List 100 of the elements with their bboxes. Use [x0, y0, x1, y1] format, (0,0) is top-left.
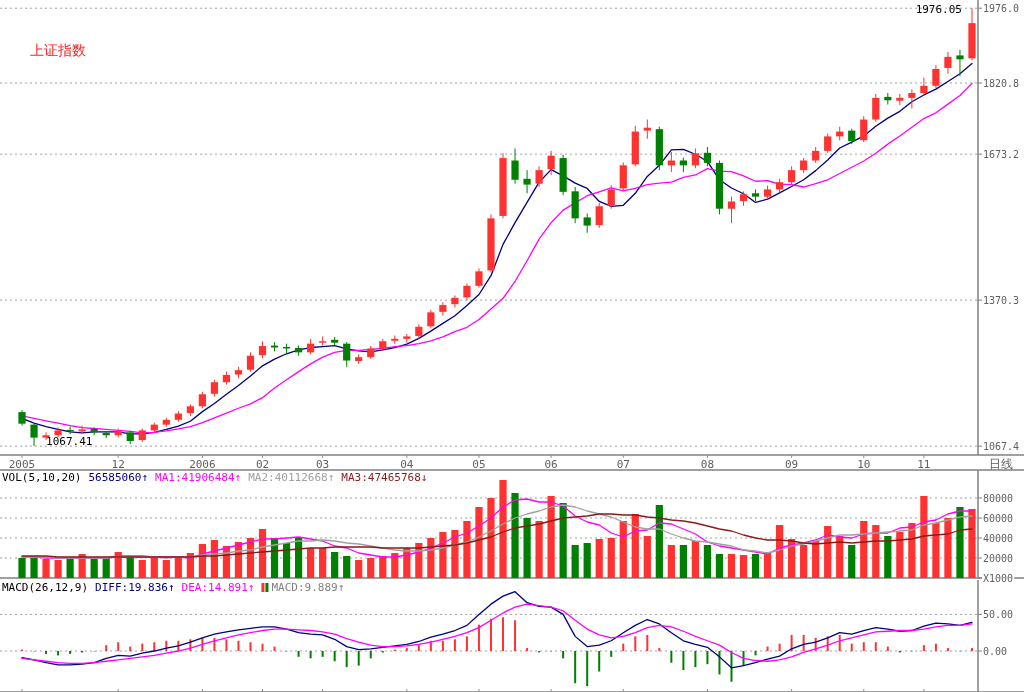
y-tick-label: 80000	[983, 493, 1014, 504]
bar	[463, 521, 471, 578]
bar	[367, 558, 375, 578]
bar	[667, 545, 675, 578]
bar	[610, 651, 613, 657]
candlestick	[824, 133, 832, 154]
bar	[30, 557, 38, 578]
y-tick-label: X1000	[983, 573, 1014, 584]
bar	[559, 503, 567, 578]
bar	[237, 640, 240, 652]
bar	[150, 558, 158, 578]
bar	[453, 639, 456, 652]
x-tick-label: 03	[316, 458, 330, 471]
x-tick-label: 06	[544, 458, 558, 471]
bar	[583, 543, 591, 578]
bar	[319, 548, 327, 578]
bar	[562, 651, 565, 659]
y-tick-label: 0.00	[983, 646, 1008, 658]
bar	[838, 634, 841, 652]
bar	[751, 554, 760, 578]
bar	[465, 636, 468, 652]
bar	[18, 558, 26, 578]
candlestick	[451, 294, 459, 309]
candlestick	[607, 185, 615, 210]
bar	[357, 651, 360, 666]
bar	[174, 557, 182, 578]
candlestick	[727, 196, 736, 224]
x-tick-label: 05	[472, 458, 486, 471]
text: MA2:40112668↑	[248, 471, 335, 484]
bar	[968, 509, 976, 578]
bar	[634, 636, 637, 652]
y-tick-label: 50.00	[983, 609, 1014, 621]
x-tick-label: 02	[255, 458, 270, 471]
bar	[141, 643, 144, 652]
bar	[778, 643, 781, 652]
bar	[379, 556, 387, 578]
bar	[105, 645, 108, 652]
line-series	[21, 513, 973, 558]
bar	[535, 521, 543, 578]
bar	[477, 624, 480, 652]
bar	[946, 648, 949, 652]
y-tick-label: 40000	[983, 533, 1014, 544]
x-tick-label: 2006	[189, 458, 216, 471]
line-series	[21, 591, 973, 669]
bar	[309, 651, 312, 659]
line-series	[21, 603, 973, 665]
bar	[643, 536, 651, 578]
bar	[932, 523, 940, 578]
bar	[679, 545, 687, 578]
bar	[607, 538, 615, 578]
candlestick	[535, 165, 543, 188]
bar	[622, 643, 625, 652]
bar	[511, 493, 519, 578]
x-tick-label: 2005	[8, 458, 36, 471]
bar	[619, 521, 627, 578]
candlestick	[595, 202, 603, 229]
bar	[739, 555, 748, 578]
candlestick	[427, 309, 435, 329]
bar	[475, 507, 483, 578]
candlestick	[343, 341, 351, 368]
bar	[862, 642, 865, 652]
candlestick	[908, 88, 916, 109]
bar	[405, 648, 408, 652]
text: 日线	[989, 457, 1013, 471]
candlestick	[475, 267, 483, 289]
bar	[333, 651, 336, 662]
candlestick	[932, 64, 940, 89]
text: MA1:41906484↑	[155, 471, 242, 484]
bar	[730, 651, 733, 682]
bar	[69, 651, 72, 654]
bar	[595, 539, 603, 578]
bar	[502, 617, 505, 652]
annotation: 1976.05	[915, 3, 962, 17]
bar	[489, 618, 492, 652]
bar	[631, 514, 639, 578]
bar	[523, 518, 531, 578]
bar	[499, 480, 507, 578]
y-tick-label: 1067.4	[983, 441, 1020, 453]
bar	[682, 651, 685, 671]
candlestick	[619, 161, 627, 192]
bar	[646, 634, 649, 652]
legend-label: MACD:9.889↑	[271, 581, 345, 594]
bar	[249, 642, 252, 652]
y-tick-label: 60000	[983, 513, 1014, 524]
bar	[848, 545, 856, 578]
y-tick-label: 1976.0	[983, 3, 1020, 15]
bar	[42, 559, 50, 578]
bar	[790, 634, 793, 652]
bar	[487, 498, 495, 578]
bar	[694, 651, 697, 668]
text: 上证指数	[30, 42, 86, 58]
bar	[970, 648, 973, 652]
candlestick	[872, 93, 880, 123]
candlestick	[78, 425, 86, 434]
text: DEA:14.891↑	[181, 581, 255, 594]
x-tick-label: 09	[784, 458, 799, 471]
candlestick	[956, 49, 964, 77]
candlestick	[788, 165, 796, 186]
bar	[812, 541, 820, 578]
bar	[655, 505, 663, 578]
